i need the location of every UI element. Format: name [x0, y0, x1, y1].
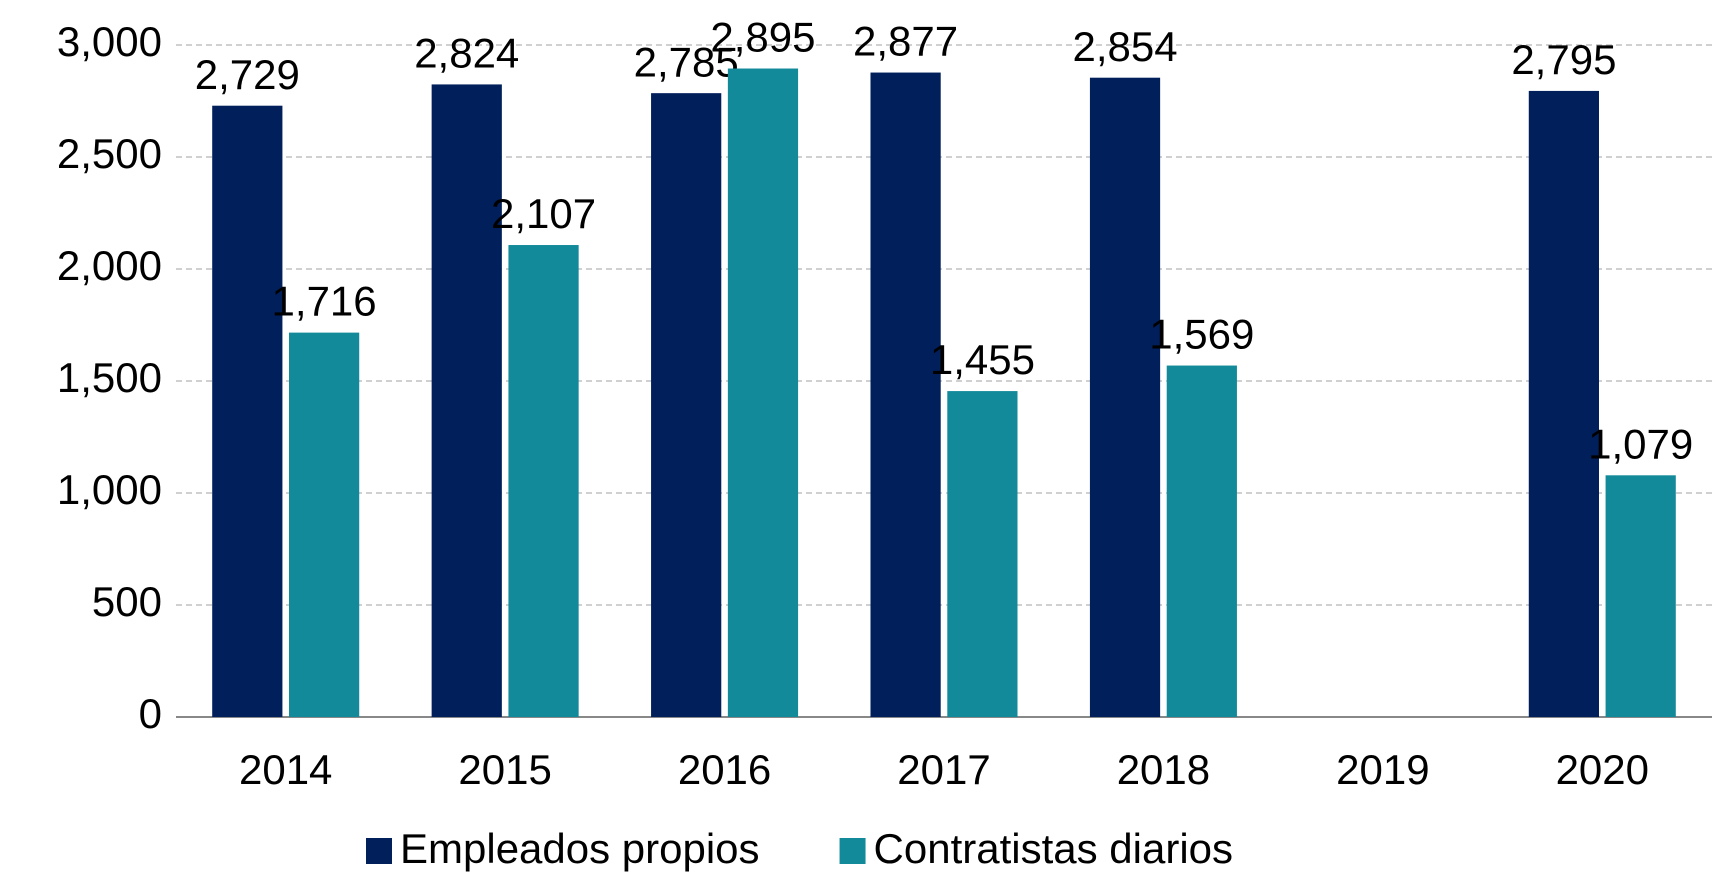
value-label: 2,729 — [195, 51, 300, 98]
y-tick-label: 2,500 — [57, 130, 162, 177]
bar — [508, 245, 579, 718]
legend-swatch — [839, 838, 866, 864]
x-tick-label: 2016 — [678, 746, 771, 793]
x-tick-label: 2020 — [1556, 746, 1649, 793]
bar — [651, 93, 722, 717]
value-label: 2,785 — [634, 38, 739, 85]
value-label: 2,824 — [414, 30, 519, 77]
legend-swatch — [366, 838, 392, 864]
value-label: 2,895 — [710, 14, 815, 61]
value-label: 2,854 — [1072, 23, 1177, 70]
y-tick-label: 500 — [92, 578, 162, 625]
y-tick-label: 1,000 — [57, 466, 162, 513]
y-tick-label: 2,000 — [57, 242, 162, 289]
legend-label: Contratistas diarios — [874, 825, 1233, 872]
bar — [1528, 90, 1599, 718]
legend-label: Empleados propios — [400, 825, 760, 872]
y-tick-label: 0 — [139, 690, 162, 737]
value-label: 2,877 — [853, 18, 958, 65]
bar — [1166, 365, 1237, 717]
x-tick-label: 2019 — [1336, 746, 1429, 793]
value-label: 1,455 — [930, 336, 1035, 383]
bar — [727, 68, 799, 717]
bar — [870, 72, 941, 717]
x-tick-label: 2018 — [1117, 746, 1210, 793]
bar — [212, 105, 283, 718]
bar — [1089, 77, 1161, 718]
x-tick-label: 2014 — [239, 746, 332, 793]
value-label: 1,079 — [1588, 420, 1693, 467]
value-label: 1,569 — [1149, 311, 1254, 358]
x-tick-label: 2017 — [897, 746, 990, 793]
value-label: 2,795 — [1511, 36, 1616, 83]
y-tick-label: 3,000 — [57, 18, 162, 65]
value-label: 2,107 — [491, 190, 596, 237]
value-label: 1,716 — [272, 278, 377, 325]
x-tick-label: 2015 — [458, 746, 551, 793]
bar — [1605, 475, 1676, 717]
y-tick-label: 1,500 — [57, 354, 162, 401]
bar — [289, 332, 360, 717]
bar — [947, 391, 1018, 717]
bar — [431, 84, 502, 717]
